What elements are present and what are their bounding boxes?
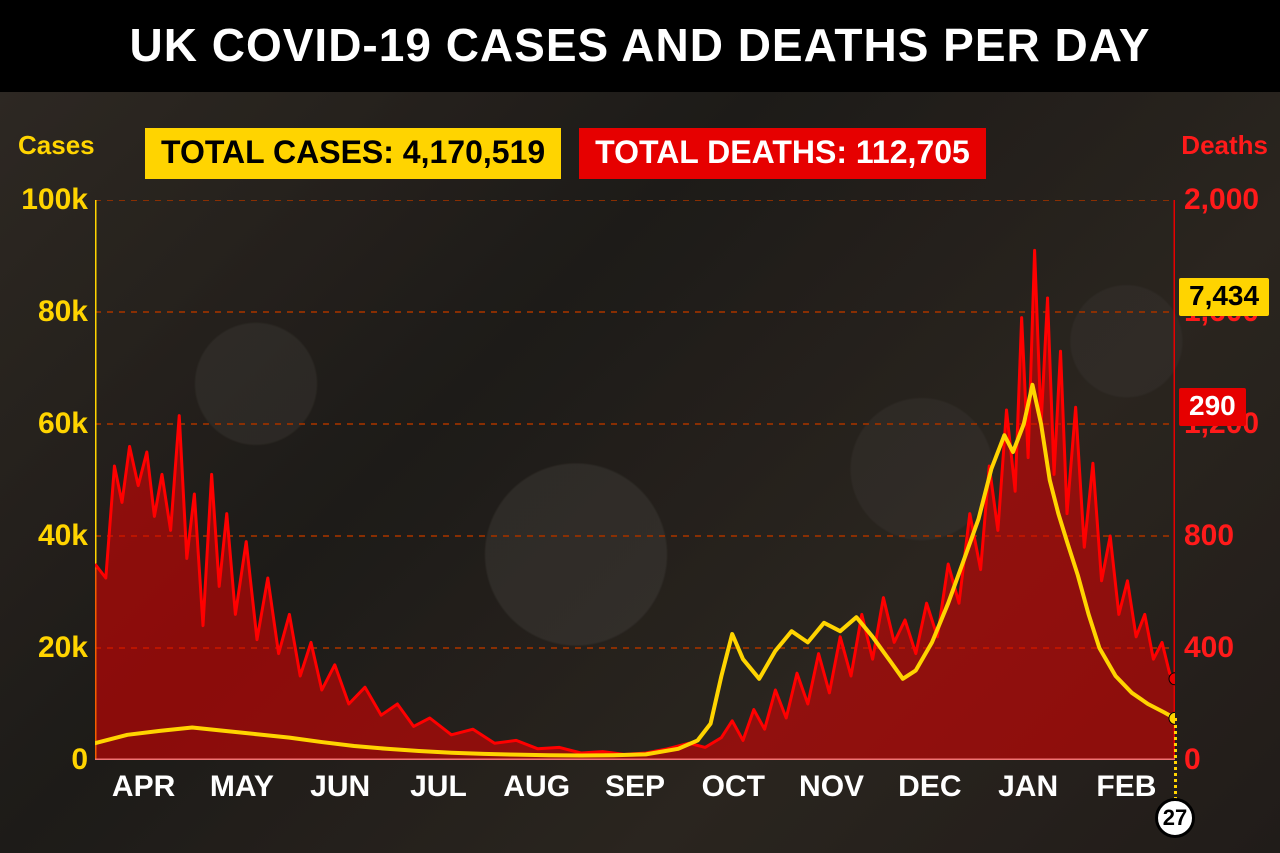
ytick-left: 40k	[18, 519, 88, 553]
xtick-month: FEB	[1096, 770, 1156, 804]
total-deaths-badge: TOTAL DEATHS: 112,705	[579, 128, 986, 179]
ytick-right: 0	[1184, 743, 1264, 777]
ytick-left: 80k	[18, 295, 88, 329]
xtick-month: MAY	[210, 770, 274, 804]
end-value-deaths: 290	[1179, 388, 1246, 426]
ytick-right: 400	[1184, 631, 1264, 665]
xtick-month: OCT	[702, 770, 765, 804]
totals-row: TOTAL CASES: 4,170,519 TOTAL DEATHS: 112…	[145, 128, 986, 179]
end-dotted-line	[1174, 718, 1177, 800]
left-axis-title: Cases	[18, 130, 95, 161]
ytick-right: 800	[1184, 519, 1264, 553]
xtick-month: DEC	[898, 770, 961, 804]
ytick-left: 60k	[18, 407, 88, 441]
chart-title: UK COVID-19 CASES AND DEATHS PER DAY	[0, 0, 1280, 92]
total-cases-badge: TOTAL CASES: 4,170,519	[145, 128, 561, 179]
xtick-month: JUL	[410, 770, 467, 804]
xtick-month: JAN	[998, 770, 1058, 804]
xtick-month: JUN	[310, 770, 370, 804]
ytick-right: 2,000	[1184, 183, 1264, 217]
xtick-month: AUG	[503, 770, 570, 804]
xtick-month: SEP	[605, 770, 665, 804]
ytick-left: 20k	[18, 631, 88, 665]
xtick-month: NOV	[799, 770, 864, 804]
right-axis-title: Deaths	[1181, 130, 1268, 161]
end-value-cases: 7,434	[1179, 278, 1269, 316]
ytick-left: 0	[18, 743, 88, 777]
end-date-marker: 27	[1155, 798, 1195, 838]
ytick-left: 100k	[18, 183, 88, 217]
xtick-month: APR	[112, 770, 175, 804]
chart-plot	[95, 200, 1175, 760]
